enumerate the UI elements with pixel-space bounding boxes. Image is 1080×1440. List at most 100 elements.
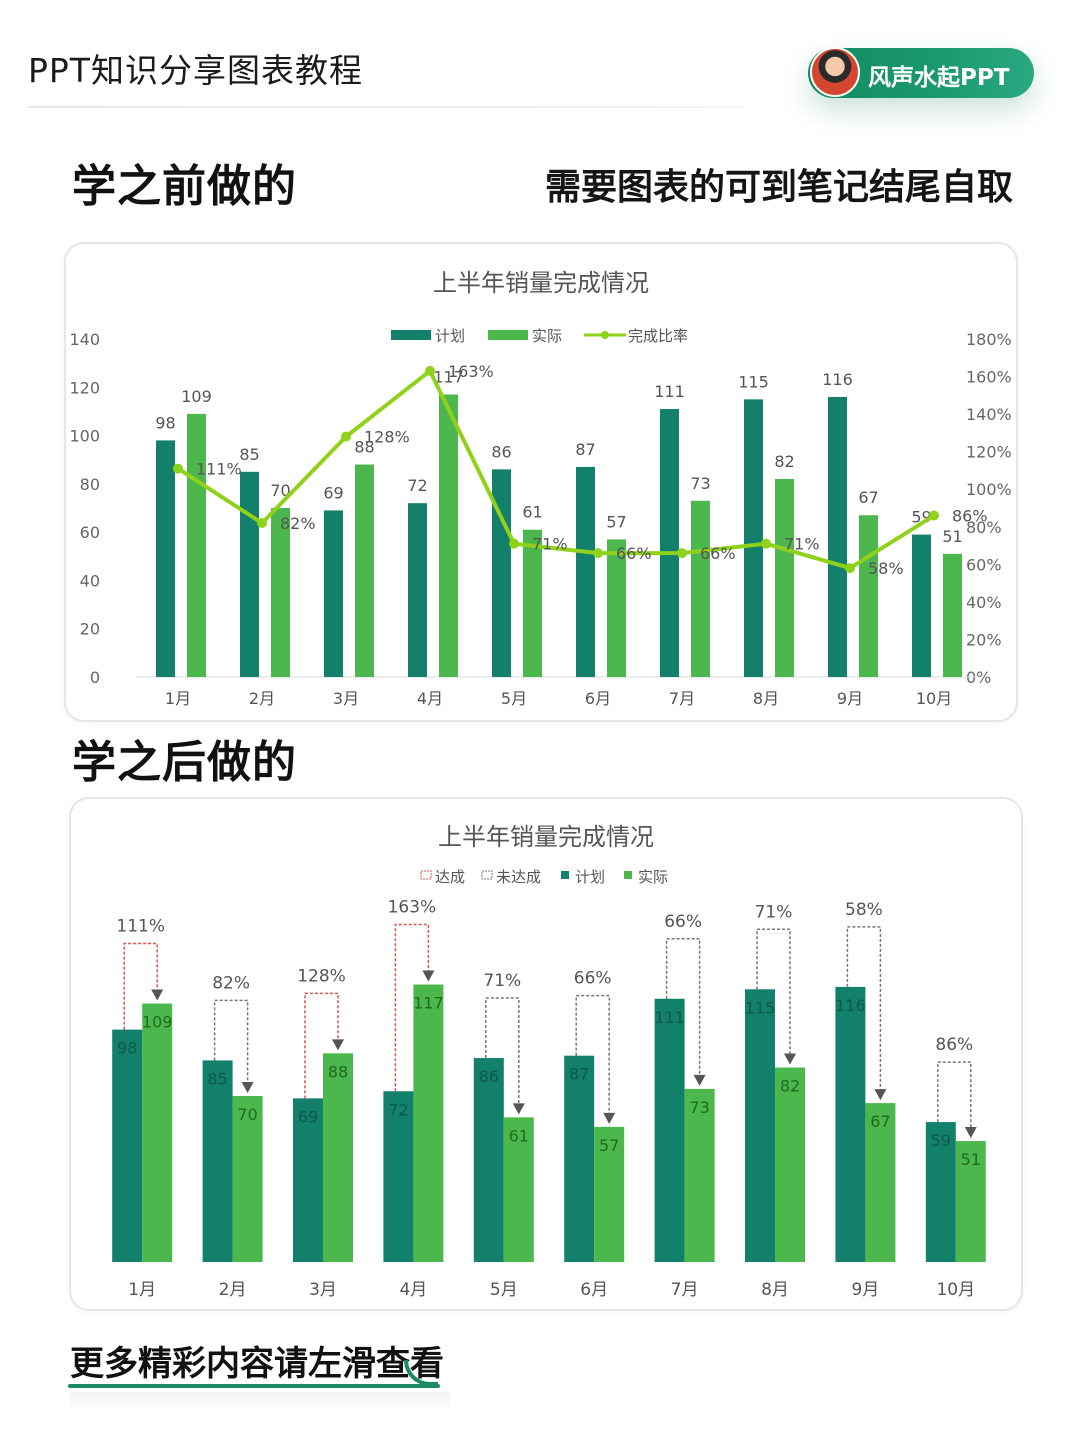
change-arrowhead — [693, 1074, 706, 1086]
x-tick-label: 3月 — [309, 1280, 337, 1300]
legend-marker-ratio — [601, 331, 609, 339]
y-tick-label: 0 — [90, 668, 100, 687]
legend-label: 完成比率 — [628, 327, 688, 345]
y2-tick-label: 80% — [966, 518, 1002, 537]
x-tick-label: 1月 — [165, 689, 191, 708]
x-tick-label: 4月 — [399, 1280, 427, 1300]
bar-actual — [271, 508, 290, 677]
data-label-plan: 69 — [323, 483, 343, 502]
change-arrow — [756, 928, 791, 1056]
change-arrowhead — [603, 1112, 616, 1124]
after-chart-card: 上半年销量完成情况 达成 未达成 计划 实际 98 109 1月 111% 85 70 2月 82% 69… — [69, 797, 1023, 1311]
ratio-label: 86% — [935, 1035, 973, 1055]
change-arrowhead — [784, 1053, 796, 1065]
data-label-actual: 117 — [433, 368, 464, 387]
ratio-point — [761, 538, 771, 549]
before-chart-card: 上半年销量完成情况 计划 实际 完成比率 0 20 40 60 80 100 120 140 0% 20%… — [64, 242, 1018, 722]
legend-swatch-plan — [561, 871, 569, 879]
data-label-actual: 57 — [599, 1136, 619, 1155]
data-label-plan: 59 — [931, 1131, 951, 1150]
chart-title: 上半年销量完成情况 — [438, 823, 654, 851]
data-label-actual: 82 — [780, 1077, 800, 1096]
x-tick-label: 10月 — [936, 1280, 975, 1300]
data-label-actual: 70 — [237, 1105, 257, 1124]
bar-plan — [576, 466, 595, 677]
y2-tick-label: 60% — [966, 555, 1002, 574]
data-label-plan: 98 — [117, 1039, 137, 1058]
x-tick-label: 2月 — [219, 1280, 247, 1300]
ratio-label: 71% — [532, 535, 568, 554]
bar-actual — [607, 539, 626, 677]
swipe-hint: 更多精彩内容请左滑查看 — [70, 1344, 444, 1384]
data-label-actual: 88 — [328, 1062, 348, 1081]
data-label-actual: 117 — [413, 994, 444, 1013]
author-badge[interactable]: 风声水起PPT — [808, 47, 1034, 98]
bar-actual — [439, 394, 458, 677]
data-label-actual: 61 — [509, 1126, 529, 1145]
ratio-point — [509, 538, 519, 549]
data-label-actual: 51 — [942, 527, 962, 546]
data-label-plan: 115 — [738, 372, 769, 391]
data-label-plan: 72 — [407, 476, 427, 495]
x-tick-label: 10月 — [916, 689, 952, 708]
data-label-actual: 70 — [270, 481, 290, 500]
change-arrow — [123, 942, 158, 1030]
change-arrowhead — [422, 970, 435, 982]
ratio-label: 111% — [116, 917, 165, 937]
bar-plan — [835, 986, 866, 1262]
x-tick-label: 4月 — [417, 689, 443, 708]
legend-swatch-missed — [481, 870, 493, 880]
ratio-point — [257, 518, 267, 529]
x-tick-label: 8月 — [753, 689, 779, 708]
data-label-plan: 86 — [491, 442, 511, 461]
change-arrow — [575, 994, 610, 1115]
x-tick-label: 8月 — [761, 1280, 789, 1300]
header-divider — [28, 106, 743, 108]
bar-plan — [654, 998, 685, 1262]
bar-plan — [156, 440, 175, 677]
data-label-actual: 57 — [606, 512, 626, 531]
bar-plan — [912, 534, 931, 677]
data-label-plan: 98 — [155, 413, 175, 432]
data-label-actual: 109 — [181, 387, 212, 406]
bar-actual — [142, 1003, 173, 1262]
data-label-plan: 116 — [835, 996, 866, 1015]
data-label-plan: 87 — [569, 1065, 589, 1084]
chart-title: 上半年销量完成情况 — [433, 269, 649, 297]
legend-label: 未达成 — [496, 868, 541, 886]
data-label-actual: 61 — [522, 503, 542, 522]
bar-actual — [859, 515, 878, 677]
legend-label: 达成 — [435, 868, 465, 886]
ratio-point — [593, 548, 603, 559]
x-tick-label: 6月 — [580, 1280, 608, 1300]
ratio-label: 128% — [297, 966, 346, 986]
bar-actual — [232, 1096, 263, 1262]
bar-plan — [745, 989, 775, 1262]
bar-plan — [324, 510, 343, 677]
bar-plan — [828, 396, 847, 677]
change-arrowhead — [964, 1127, 977, 1139]
y-tick-label: 60 — [80, 523, 100, 542]
change-arrowhead — [332, 1039, 344, 1051]
data-label-plan: 85 — [239, 445, 259, 464]
data-label-plan: 86 — [479, 1067, 499, 1086]
before-heading: 学之前做的 — [72, 161, 297, 212]
data-label-actual: 67 — [870, 1112, 890, 1131]
data-label-plan: 69 — [298, 1107, 318, 1126]
y2-tick-label: 140% — [966, 405, 1012, 424]
bar-plan — [202, 1060, 233, 1262]
ratio-label: 66% — [700, 544, 736, 563]
ratio-point — [929, 510, 939, 521]
change-arrowhead — [874, 1089, 887, 1101]
ratio-point — [425, 365, 435, 376]
data-label-actual: 88 — [354, 438, 374, 457]
x-tick-label: 5月 — [490, 1280, 518, 1300]
ratio-label: 163% — [388, 898, 437, 918]
bar-actual — [691, 500, 710, 677]
bar-plan — [293, 1098, 323, 1262]
y2-tick-label: 180% — [966, 330, 1012, 349]
y-tick-label: 40 — [80, 571, 100, 590]
y-tick-label: 80 — [80, 475, 100, 494]
